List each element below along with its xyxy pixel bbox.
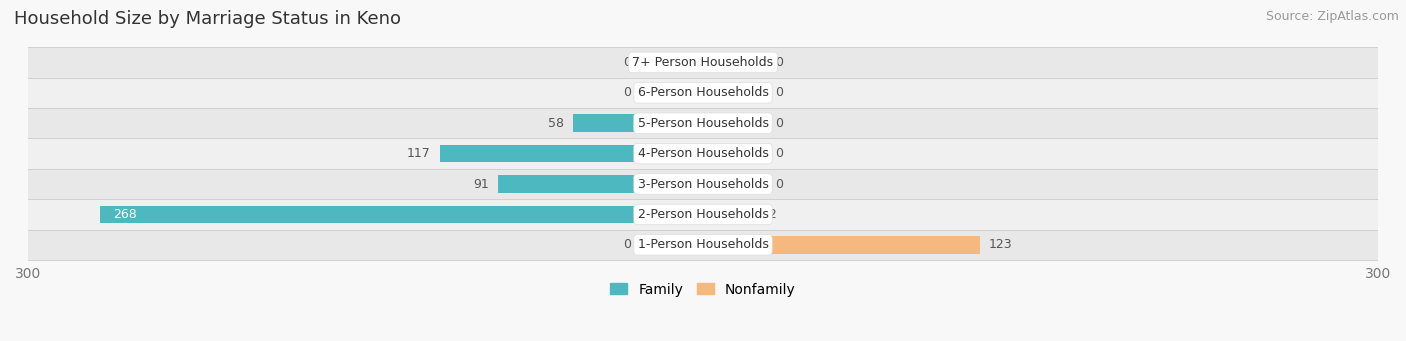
Bar [498,175,703,193]
Text: 5-Person Households: 5-Person Households [637,117,769,130]
Bar [28,169,1378,199]
Text: 4-Person Households: 4-Person Households [637,147,769,160]
Bar [640,84,703,102]
Bar [28,47,1378,78]
Legend: Family, Nonfamily: Family, Nonfamily [605,277,801,302]
Bar [440,145,703,162]
Text: Source: ZipAtlas.com: Source: ZipAtlas.com [1265,10,1399,23]
Text: 123: 123 [988,238,1012,251]
Text: Household Size by Marriage Status in Keno: Household Size by Marriage Status in Ken… [14,10,401,28]
Bar [703,84,766,102]
Bar [640,236,703,254]
Bar [100,206,703,223]
Bar [703,175,766,193]
Bar [28,229,1378,260]
Bar [703,54,766,71]
Text: 0: 0 [623,238,631,251]
Bar [703,145,766,162]
Text: 1-Person Households: 1-Person Households [637,238,769,251]
Text: 3-Person Households: 3-Person Households [637,178,769,191]
Text: 22: 22 [762,208,778,221]
Bar [572,114,703,132]
Text: 0: 0 [775,117,783,130]
Text: 0: 0 [775,56,783,69]
Text: 7+ Person Households: 7+ Person Households [633,56,773,69]
Bar [703,236,980,254]
Text: 0: 0 [775,147,783,160]
Bar [703,206,752,223]
Text: 91: 91 [474,178,489,191]
Text: 2-Person Households: 2-Person Households [637,208,769,221]
Text: 0: 0 [623,86,631,99]
Text: 0: 0 [775,86,783,99]
Text: 117: 117 [408,147,430,160]
Bar [28,199,1378,229]
Bar [28,108,1378,138]
Text: 58: 58 [547,117,564,130]
Text: 0: 0 [623,56,631,69]
Bar [28,138,1378,169]
Bar [640,54,703,71]
Bar [703,114,766,132]
Text: 6-Person Households: 6-Person Households [637,86,769,99]
Bar [28,78,1378,108]
Text: 0: 0 [775,178,783,191]
Text: 268: 268 [114,208,138,221]
